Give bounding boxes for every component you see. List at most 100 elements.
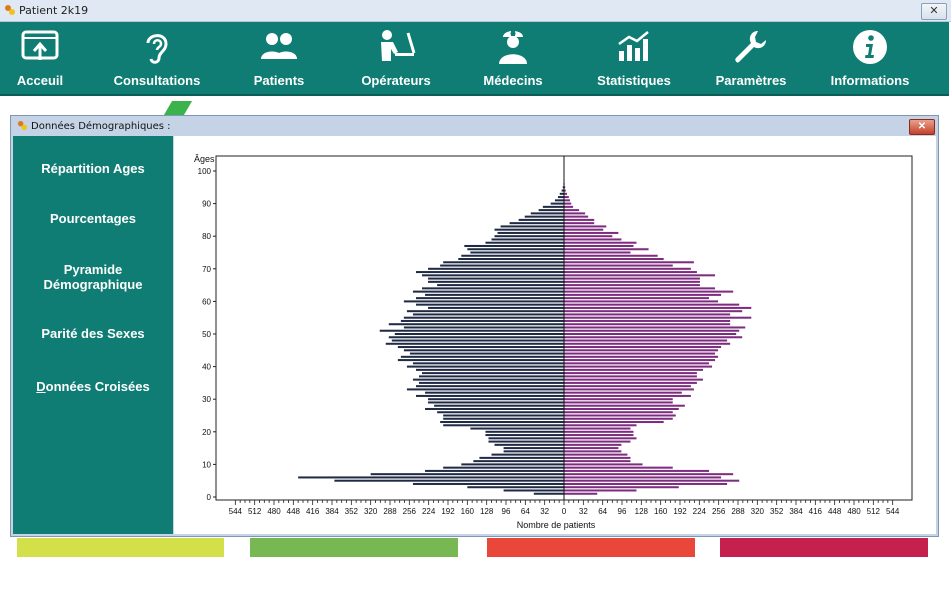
female-bars-group	[564, 183, 752, 495]
pyramid-bar-male	[428, 280, 564, 283]
pyramid-bar-female	[564, 202, 572, 205]
pyramid-bar-female	[564, 329, 740, 332]
toolbar-statistiques-label: Statistiques	[597, 73, 671, 88]
pyramid-bar-female	[564, 258, 664, 261]
x-tick-label: 224	[422, 507, 436, 516]
app-logo-icon	[5, 5, 15, 15]
pyramid-bar-female	[564, 235, 613, 238]
toolbar-informations-button[interactable]: Informations	[815, 22, 925, 94]
pyramid-bar-male	[437, 284, 564, 287]
y-tick-label: 60	[202, 297, 211, 306]
x-tick-label: 416	[306, 507, 320, 516]
pyramid-bar-male	[479, 456, 564, 459]
x-tick-label: 448	[828, 507, 842, 516]
pyramid-bar-female	[564, 336, 743, 339]
pyramid-bar-male	[397, 359, 564, 362]
pyramid-bar-male	[467, 248, 564, 251]
pyramid-bar-male	[409, 352, 564, 355]
pyramid-bar-female	[564, 264, 673, 267]
pyramid-bar-female	[564, 476, 722, 479]
pyramid-bar-male	[403, 300, 564, 303]
pyramid-bar-male	[503, 447, 564, 450]
pyramid-bar-male	[388, 323, 564, 326]
y-axis: 0 10 20 30 40 50 60 70 80 90 100	[198, 167, 216, 502]
pyramid-bar-female	[564, 466, 673, 469]
toolbar-operateurs-button[interactable]: Opérateurs	[341, 22, 451, 94]
pyramid-bar-male	[406, 365, 564, 368]
dialog-side-menu: Répartition Ages Pourcentages Pyramide D…	[13, 136, 173, 534]
pyramid-bar-female	[564, 254, 658, 257]
toolbar-consultations-button[interactable]: Consultations	[102, 22, 212, 94]
pyramid-bar-male	[494, 443, 564, 446]
pyramid-bar-male	[406, 310, 564, 313]
pyramid-bar-female	[564, 271, 697, 274]
pyramid-bar-male	[494, 228, 564, 231]
color-strip-crimson	[720, 538, 928, 557]
population-pyramid-chart: 0 10 20 30 40 50 60 70 80 90 100 544 512 480 448 416 38…	[194, 154, 913, 530]
toolbar-patients-button[interactable]: Patients	[224, 22, 334, 94]
pyramid-bar-female	[564, 326, 746, 329]
info-icon	[853, 30, 887, 64]
window-close-button[interactable]: ✕	[921, 3, 947, 20]
pyramid-bar-male	[440, 421, 564, 424]
pyramid-bar-male	[403, 316, 564, 319]
pyramid-bar-male	[470, 251, 564, 254]
menu-parite-des-sexes[interactable]: Parité des Sexes	[41, 326, 145, 341]
pyramid-bar-male	[412, 378, 564, 381]
pyramid-bar-male	[491, 238, 564, 241]
x-tick-label: 384	[325, 507, 339, 516]
menu-repartition-ages[interactable]: Répartition Ages	[41, 161, 145, 176]
pyramid-bar-female	[564, 407, 679, 410]
pyramid-bar-male	[467, 486, 564, 489]
x-tick-label: 480	[847, 507, 861, 516]
pyramid-bar-male	[428, 401, 564, 404]
toolbar-consultations-label: Consultations	[113, 73, 201, 88]
color-strip-yellow	[17, 538, 224, 557]
pyramid-bar-female	[564, 316, 752, 319]
pyramid-bar-male	[422, 274, 564, 277]
pyramid-bar-male	[428, 306, 564, 309]
toolbar-medecins-button[interactable]: Médecins	[458, 22, 568, 94]
pyramid-bar-female	[564, 421, 664, 424]
menu-pyramide-demographique[interactable]: Pyramide Démographique	[43, 262, 143, 292]
pyramid-bar-male	[419, 375, 564, 378]
x-tick-label: 256	[712, 507, 726, 516]
pyramid-bar-female	[564, 434, 634, 437]
pyramid-bar-male	[485, 434, 564, 437]
pyramid-bar-female	[564, 352, 716, 355]
pyramid-bar-male	[561, 189, 564, 192]
pyramid-bar-male	[461, 254, 564, 257]
pyramid-bar-male	[425, 469, 564, 472]
pyramid-bar-female	[564, 339, 728, 342]
pyramid-bar-male	[557, 196, 564, 199]
pyramid-bar-female	[564, 381, 697, 384]
users-icon	[261, 33, 297, 59]
menu-donnees-croisees[interactable]: Données Croisées	[13, 379, 173, 394]
x-tick-label: 128	[635, 507, 649, 516]
dialog-close-button[interactable]: ✕	[909, 119, 935, 135]
x-tick-label: 544	[886, 507, 900, 516]
x-tick-label: 256	[403, 507, 417, 516]
x-tick-label: 160	[654, 507, 668, 516]
y-axis-label: Âges	[194, 154, 215, 164]
toolbar-acceuil-button[interactable]: Acceuil	[0, 22, 95, 94]
toolbar-statistiques-button[interactable]: Statistiques	[579, 22, 689, 94]
dialog-titlebar: Données Démographiques : ✕	[11, 116, 938, 136]
menu-pourcentages[interactable]: Pourcentages	[50, 211, 136, 226]
pyramid-bar-male	[425, 293, 564, 296]
toolbar-parametres-button[interactable]: Paramètres	[696, 22, 806, 94]
pyramid-bar-male	[403, 326, 564, 329]
pyramid-bar-male	[388, 336, 564, 339]
pyramid-bar-female	[564, 244, 634, 247]
pyramid-bar-male	[422, 372, 564, 375]
pyramid-bar-female	[564, 440, 631, 443]
pyramid-bar-male	[500, 225, 564, 228]
pyramid-bar-male	[443, 414, 564, 417]
pyramid-bar-male	[428, 277, 564, 280]
toolbar-acceuil-label: Acceuil	[16, 73, 64, 88]
y-tick-label: 50	[202, 330, 211, 339]
pyramid-bar-male	[422, 287, 564, 290]
pyramid-bar-female	[564, 388, 694, 391]
toolbar-operateurs-label: Opérateurs	[361, 73, 431, 88]
pyramid-bar-female	[564, 482, 728, 485]
